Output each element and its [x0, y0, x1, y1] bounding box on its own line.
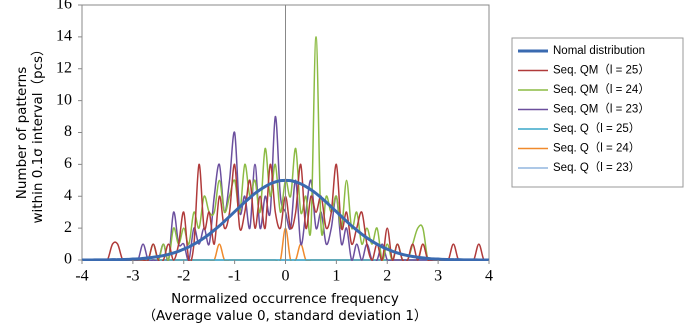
series-line: [82, 115, 489, 261]
y-axis-label: Number of patterns: [14, 67, 30, 199]
y-tick-label: 0: [64, 251, 72, 268]
x-axis-label: Normalized occurrence frequency: [171, 291, 399, 307]
legend-label: Seq. QM（l = 25）: [553, 64, 650, 77]
x-tick-label: -3: [126, 268, 139, 285]
legend-label: Seq. Q（l = 24）: [553, 142, 640, 155]
y-tick-label: 8: [64, 123, 72, 140]
x-axis-label: （Average value 0, standard deviation 1）: [143, 308, 428, 324]
legend-box: [511, 37, 684, 188]
x-tick-label: 1: [332, 268, 340, 285]
y-tick-label: 10: [56, 91, 72, 108]
x-tick-label: -4: [75, 268, 88, 285]
legend-label: Seq. QM（l = 24）: [553, 83, 650, 96]
y-tick-label: 14: [56, 28, 72, 45]
y-tick-label: 16: [56, 0, 72, 13]
legend-label: Nomal distribution: [553, 45, 645, 57]
legend-label: Seq. Q（l = 25）: [553, 122, 640, 135]
y-tick-label: 12: [56, 59, 72, 76]
x-tick-label: -2: [177, 268, 190, 285]
legend-label: Seq. QM（l = 23）: [553, 103, 650, 116]
y-tick-label: 2: [64, 219, 72, 236]
x-tick-label: 0: [282, 268, 290, 285]
x-tick-label: 4: [485, 268, 493, 285]
y-tick-label: 6: [64, 155, 72, 172]
x-tick-label: 3: [434, 268, 442, 285]
x-tick-label: -1: [228, 268, 241, 285]
x-tick-label: 2: [383, 268, 391, 285]
y-tick-label: 4: [64, 187, 72, 204]
legend-label: Seq. Q（l = 23）: [553, 161, 640, 174]
y-axis-label: within 0.1σ interval（pcs）: [30, 42, 46, 223]
